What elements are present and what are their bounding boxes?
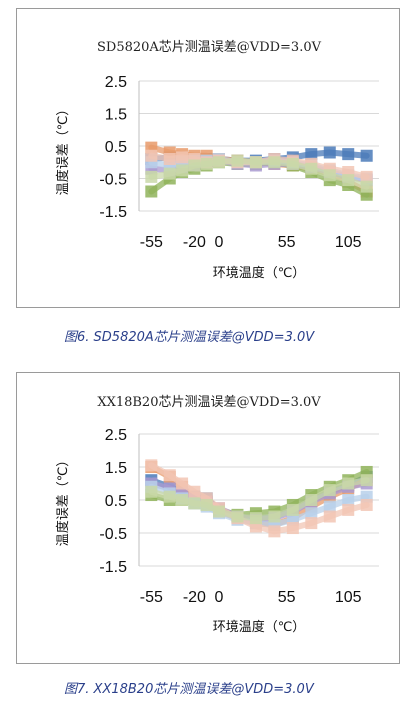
data-point (145, 459, 158, 472)
chart-sd5820a: SD5820A芯片测温误差@VDD=3.0V2.51.50.5-0.5-1.5-… (55, 40, 379, 281)
chart-xx18b20: XX18B20芯片测温误差@VDD=3.0V2.51.50.5-0.5-1.5-… (55, 395, 379, 635)
y-tick-label: -0.5 (99, 172, 127, 189)
y-tick-label: 1.5 (105, 107, 127, 124)
data-point (323, 484, 336, 497)
data-point (145, 170, 158, 183)
x-tick-label: -55 (140, 589, 163, 606)
data-point (268, 156, 281, 169)
y-tick-label: 0.5 (105, 493, 127, 510)
y-tick-label: -1.5 (99, 559, 127, 576)
data-point (213, 505, 225, 518)
x-tick-label: 0 (215, 234, 224, 251)
y-tick-label: -1.5 (99, 204, 127, 221)
y-tick-label: 1.5 (105, 460, 127, 477)
data-point (176, 477, 189, 490)
x-tick-label: 105 (335, 589, 362, 606)
data-point (323, 500, 336, 513)
data-point (249, 512, 262, 525)
data-point (360, 498, 373, 511)
x-axis-label: 环境温度（℃） (213, 265, 306, 281)
data-point (342, 148, 355, 161)
data-point (286, 157, 299, 170)
data-point (342, 477, 355, 490)
y-axis-label: 温度误差（℃） (55, 103, 71, 196)
data-point (305, 494, 318, 506)
data-point (360, 180, 373, 193)
data-point (305, 148, 318, 161)
x-tick-label: -20 (183, 234, 206, 251)
data-point (145, 149, 158, 162)
data-point (145, 485, 158, 498)
chart-panel-xx18b20: XX18B20芯片测温误差@VDD=3.0V 2.5 1.5 0.5 -0.5 -1.5-… (16, 372, 400, 664)
data-point (360, 149, 373, 162)
data-point (163, 167, 176, 180)
data-point (249, 156, 262, 169)
data-point (323, 169, 336, 182)
data-point (305, 162, 318, 175)
data-point (231, 154, 244, 167)
data-point (323, 510, 336, 523)
data-point (188, 159, 201, 172)
y-tick-label: -0.5 (99, 526, 127, 543)
data-point (163, 469, 176, 482)
chart-panel-sd5820a: SD5820A芯片测温误差@VDD=3.0V 2.5 1.5 0.5 -0.5 -1.5-… (16, 8, 400, 308)
y-axis-label: 温度误差（℃） (55, 454, 71, 547)
data-point (176, 164, 189, 177)
data-point (360, 170, 373, 183)
data-point (163, 153, 176, 165)
figure-caption-7: 图7. XX18B20芯片测温误差@VDD=3.0V (64, 682, 314, 697)
data-point (360, 474, 373, 487)
figure-caption-6: 图6. SD5820A芯片测温误差@VDD=3.0V (64, 330, 315, 345)
data-point (305, 507, 318, 520)
x-tick-label: 105 (335, 234, 362, 251)
y-tick-label: 2.5 (105, 74, 127, 91)
data-point (176, 151, 189, 164)
chart-title: XX18B20芯片测温误差@VDD=3.0V (97, 395, 321, 410)
data-point (200, 498, 213, 511)
data-point (305, 517, 318, 530)
data-point (268, 510, 281, 523)
x-tick-label: -20 (183, 589, 206, 606)
x-tick-label: 55 (278, 589, 296, 606)
x-axis-label: 环境温度（℃） (213, 619, 306, 635)
data-point (188, 497, 201, 510)
x-tick-label: -55 (140, 234, 163, 251)
y-tick-label: 2.5 (105, 427, 127, 444)
data-point (200, 157, 213, 170)
data-point (286, 522, 299, 535)
data-point (163, 490, 176, 503)
data-point (342, 174, 355, 187)
chart-title: SD5820A芯片测温误差@VDD=3.0V (97, 40, 322, 55)
data-point (342, 494, 355, 506)
x-tick-label: 0 (215, 589, 224, 606)
data-point (342, 503, 355, 516)
data-point (231, 510, 244, 523)
data-point (176, 494, 189, 506)
data-point (145, 185, 158, 198)
y-tick-label: 0.5 (105, 139, 127, 156)
x-tick-label: 55 (278, 234, 296, 251)
data-point (286, 503, 299, 516)
data-point (323, 146, 336, 159)
data-point (188, 485, 201, 498)
data-point (213, 156, 225, 169)
data-point (268, 525, 281, 538)
